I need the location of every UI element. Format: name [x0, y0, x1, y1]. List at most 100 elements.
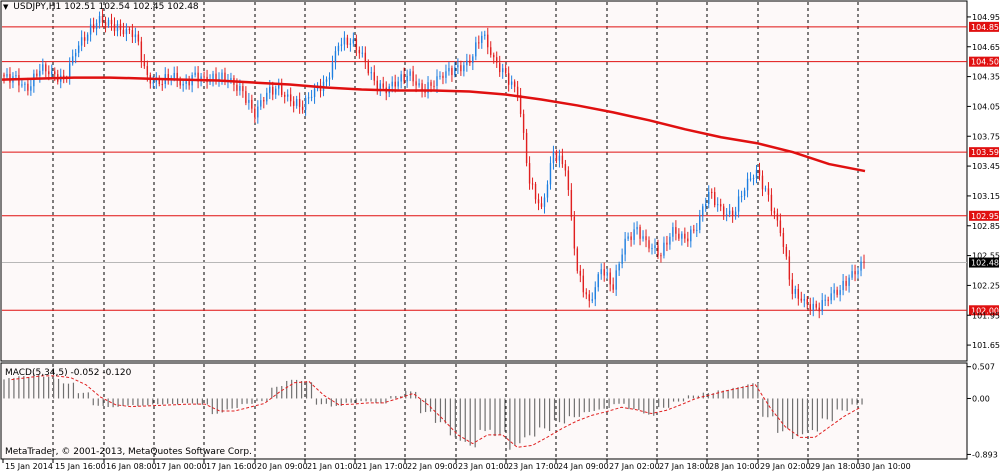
candle-body: [504, 68, 507, 74]
candle-body: [221, 72, 223, 79]
candle-body: [725, 214, 728, 216]
price-tick-label: 103.45: [972, 162, 1000, 171]
current-price-label: 102.48: [971, 259, 999, 268]
candle-body: [546, 184, 549, 198]
candle-body: [522, 113, 525, 133]
candle-body: [854, 271, 856, 275]
candle-body: [737, 196, 740, 212]
candle-body: [451, 67, 453, 76]
price-tick-label: 104.65: [972, 43, 1000, 52]
time-tick-label: 29 Jan 02:00: [760, 462, 811, 471]
candle-body: [669, 236, 671, 245]
candle-body: [693, 229, 695, 231]
candle-body: [113, 24, 116, 32]
candle-body: [370, 72, 372, 74]
candle-body: [463, 65, 465, 72]
candle-body: [248, 99, 250, 103]
candle-body: [155, 78, 157, 83]
candle-body: [337, 45, 340, 52]
candle-body: [400, 74, 402, 82]
candle-body: [496, 57, 498, 63]
candle-body: [89, 24, 92, 35]
dropdown-arrow-icon[interactable]: ▼: [3, 3, 9, 11]
candle-body: [684, 233, 686, 239]
candle-body: [627, 236, 629, 239]
candle-body: [269, 86, 271, 93]
candle-body: [842, 280, 844, 291]
candle-body: [594, 287, 596, 300]
candle-body: [708, 191, 710, 204]
candle-body: [430, 82, 432, 86]
candle-body: [699, 215, 701, 230]
candle-body: [525, 132, 528, 164]
macd-tick-label: -0.893: [972, 450, 998, 459]
candle-body: [107, 19, 110, 26]
candle-body: [466, 60, 468, 66]
candle-body: [304, 98, 307, 110]
time-tick-label: 27 Jan 18:00: [659, 462, 710, 471]
candle-body: [848, 277, 850, 286]
candle-body: [328, 77, 331, 80]
candle-body: [728, 210, 731, 215]
candle-body: [722, 206, 725, 215]
moving-average-layer: [1, 76, 866, 173]
candle-body: [197, 72, 199, 82]
candle-body: [421, 83, 423, 91]
candle-body: [286, 94, 289, 97]
candle-body: [630, 236, 632, 240]
candle-body: [660, 255, 662, 257]
candle-body: [499, 62, 501, 73]
candle-body: [415, 81, 417, 86]
candle-body: [418, 83, 420, 86]
candle-body: [815, 303, 817, 308]
macd-panel-background: [0, 362, 968, 460]
candle-body: [158, 78, 160, 85]
candle-body: [212, 73, 214, 80]
candle-body: [615, 270, 617, 290]
candle-body: [116, 23, 119, 32]
price-tick-label: 102.85: [972, 222, 1000, 231]
candle-body: [266, 92, 268, 102]
candle-body: [845, 280, 847, 286]
level-price-tag: [969, 305, 999, 316]
candle-body: [785, 246, 788, 257]
candle-body: [740, 196, 743, 198]
candle-body: [788, 256, 791, 280]
candle-body: [755, 169, 758, 178]
candle-body: [797, 288, 800, 299]
candle-body: [830, 293, 832, 301]
candle-body: [600, 269, 602, 275]
level-price-tag: [969, 210, 999, 221]
candle-body: [579, 270, 582, 276]
candle-body: [83, 37, 86, 41]
candle-body: [570, 189, 573, 217]
candle-body: [818, 307, 820, 312]
candle-body: [406, 75, 408, 82]
macd-signal-layer: [11, 375, 860, 448]
price-axis: 104.95 104.65 104.35 104.05 103.75 103.45 103.…: [967, 13, 1000, 459]
price-tick-label: 102.55: [972, 252, 1000, 261]
time-tick-label: 23 Jan 01:00: [458, 462, 509, 471]
candle-body: [591, 299, 593, 301]
candle-body: [672, 227, 674, 237]
candle-body: [573, 216, 576, 249]
level-price-label: 102.95: [971, 212, 999, 221]
candle-body: [487, 34, 489, 48]
candle-body: [696, 229, 698, 231]
candle-body: [382, 83, 384, 88]
candle-body: [391, 81, 393, 87]
time-tick-label: 17 Jan 00:00: [156, 462, 207, 471]
candle-body: [278, 85, 280, 89]
candle-body: [215, 73, 217, 81]
candle-body: [131, 30, 134, 38]
horizontal-levels[interactable]: 104.85 104.50 103.59 102.95 102.00 102.48: [2, 21, 999, 316]
candle-body: [188, 81, 190, 86]
candle-body: [549, 163, 552, 185]
candle-body: [68, 63, 71, 78]
candle-body: [257, 106, 259, 118]
candle-body: [806, 299, 808, 305]
candle-body: [675, 227, 677, 234]
candle-body: [507, 73, 510, 85]
candle-body: [734, 211, 737, 216]
